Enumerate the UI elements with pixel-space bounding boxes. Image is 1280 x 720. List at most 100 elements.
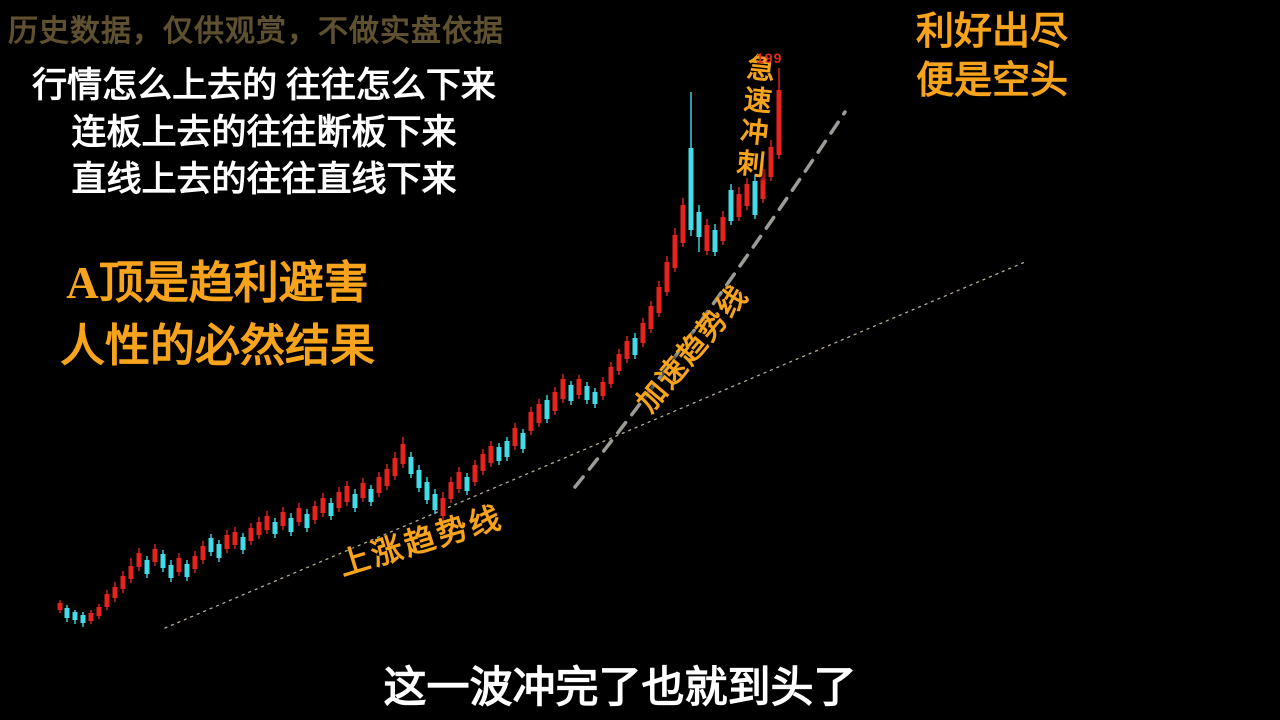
candle-body xyxy=(368,489,374,502)
candle-body xyxy=(344,486,350,502)
candle-body xyxy=(184,564,190,577)
candle-body xyxy=(576,379,582,395)
candle-body xyxy=(272,522,278,534)
candle-body xyxy=(496,447,502,461)
candle-body xyxy=(488,446,494,463)
candle-body xyxy=(57,603,63,610)
candle-body xyxy=(760,169,766,199)
candle-body xyxy=(624,341,630,359)
candle-body xyxy=(680,205,686,243)
candle-body xyxy=(336,492,342,508)
candle-body xyxy=(600,382,606,396)
bearish-note-line-2: 便是空头 xyxy=(915,60,1068,102)
candle-body xyxy=(472,465,478,482)
candle-body xyxy=(248,528,254,541)
candle-body xyxy=(160,554,166,568)
conclusion-block: A顶是趋利避害 人性的必然结果 xyxy=(15,252,420,378)
candle-body xyxy=(384,469,390,486)
candle-body xyxy=(408,457,414,474)
candle-body xyxy=(224,535,230,549)
conclusion-line-1: A顶是趋利避害 xyxy=(66,258,369,308)
candle-body xyxy=(128,566,134,579)
disclaimer-text: 历史数据，仅供观赏，不做实盘依据 xyxy=(8,15,504,48)
quote-line-2: 连板上去的往往断板下来 xyxy=(71,113,457,152)
candle-body xyxy=(288,518,294,532)
quote-block: 行情怎么上去的 往往怎么下来 连板上去的往往断板下来 直线上去的往往直线下来 xyxy=(0,62,528,203)
candle-body xyxy=(456,472,462,489)
candle-body xyxy=(744,184,750,206)
candle-body xyxy=(520,433,526,449)
candle-body xyxy=(120,576,126,589)
candle-body xyxy=(104,594,110,607)
candle-body xyxy=(304,514,310,528)
candle-body xyxy=(296,508,302,522)
candle-body xyxy=(656,287,662,313)
candle-body xyxy=(360,483,366,498)
candle-body xyxy=(512,428,518,446)
candle-body xyxy=(480,454,486,471)
candle-body xyxy=(232,532,238,545)
candle-body xyxy=(664,262,670,292)
conclusion-line-2: 人性的必然结果 xyxy=(59,321,375,371)
candle-body xyxy=(440,498,446,516)
quote-line-3: 直线上去的往往直线下来 xyxy=(71,160,457,199)
candle-body xyxy=(688,148,694,230)
candle-body xyxy=(712,230,718,252)
candle-body xyxy=(768,147,774,177)
candle-body xyxy=(200,546,206,560)
candle-body xyxy=(544,400,550,419)
candle-body xyxy=(136,553,142,567)
candle-body xyxy=(504,441,510,457)
candle-body xyxy=(640,323,646,343)
candle-body xyxy=(432,494,438,510)
candle-body xyxy=(616,354,622,371)
candle-body xyxy=(112,587,118,598)
candle-body xyxy=(592,392,598,404)
candle-body xyxy=(352,494,358,508)
candle-body xyxy=(256,522,262,535)
candle-body xyxy=(560,379,566,399)
candle-body xyxy=(168,565,174,578)
candle-body xyxy=(320,498,326,513)
trendline-rise xyxy=(164,261,1026,629)
bearish-note-line-1: 利好出尽 xyxy=(915,11,1068,53)
candle-body xyxy=(152,549,158,562)
candle-body xyxy=(568,385,574,401)
candle-body xyxy=(776,90,782,155)
candle-body xyxy=(584,386,590,400)
candle-body xyxy=(176,558,182,572)
candle-body xyxy=(464,477,470,491)
candle-body xyxy=(376,477,382,493)
candle-body xyxy=(80,615,86,623)
candle-body xyxy=(536,404,542,423)
candle-body xyxy=(328,503,334,516)
candle-body xyxy=(216,544,222,558)
candle-body xyxy=(88,613,94,621)
candle-body xyxy=(400,444,406,464)
bottom-caption: 这一波冲完了也就到头了 xyxy=(383,665,857,712)
candle-body xyxy=(752,181,758,215)
trendline-accel xyxy=(573,110,847,489)
candle-body xyxy=(728,190,734,221)
candle-body xyxy=(208,538,214,552)
candle-body xyxy=(528,412,534,431)
candle-body xyxy=(608,367,614,384)
candle-body xyxy=(416,470,422,488)
candle-body xyxy=(672,235,678,268)
candle-body xyxy=(552,392,558,411)
candle-body xyxy=(192,556,198,569)
candle-body xyxy=(704,225,710,251)
candle-body xyxy=(280,512,286,526)
candle-body xyxy=(736,194,742,217)
candle-body xyxy=(144,560,150,574)
quote-line-1: 行情怎么上去的 往往怎么下来 xyxy=(32,66,496,105)
candle-body xyxy=(696,212,702,237)
candle-body xyxy=(632,338,638,355)
candle-body xyxy=(448,482,454,499)
candle-body xyxy=(72,612,78,620)
candle-body xyxy=(240,537,246,550)
candle-body xyxy=(312,506,318,520)
bearish-note-block: 利好出尽 便是空头 xyxy=(882,8,1102,106)
candle-body xyxy=(264,516,270,530)
